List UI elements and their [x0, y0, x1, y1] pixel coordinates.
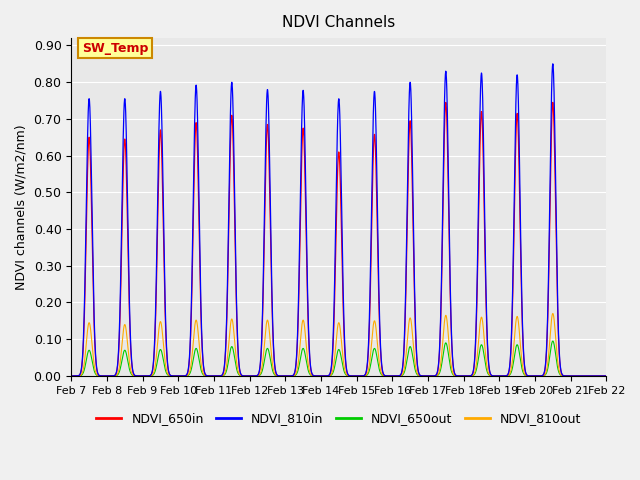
Line: NDVI_810out: NDVI_810out — [71, 313, 606, 376]
NDVI_810in — [273, 371, 280, 377]
Y-axis label: NDVI channels (W/m2/nm): NDVI channels (W/m2/nm) — [15, 124, 28, 290]
NDVI_810out — [296, 347, 303, 352]
Line: NDVI_650out: NDVI_650out — [71, 341, 606, 376]
NDVI_650in — [602, 373, 610, 379]
NDVI_810out — [602, 373, 610, 379]
NDVI_650out — [592, 373, 600, 379]
NDVI_650in — [592, 373, 600, 379]
Text: SW_Temp: SW_Temp — [82, 42, 148, 55]
Line: NDVI_810in: NDVI_810in — [71, 64, 606, 376]
NDVI_650out — [160, 361, 168, 367]
NDVI_810out — [592, 373, 600, 379]
NDVI_650in — [273, 371, 280, 377]
NDVI_810out — [160, 348, 168, 354]
NDVI_810out — [129, 372, 136, 377]
Title: NDVI Channels: NDVI Channels — [282, 15, 396, 30]
NDVI_650out — [549, 338, 557, 344]
NDVI_650in — [129, 366, 136, 372]
NDVI_650in — [549, 99, 557, 105]
NDVI_810in — [160, 244, 168, 250]
NDVI_810in — [549, 61, 557, 67]
NDVI_810out — [273, 372, 280, 378]
NDVI_650in — [534, 373, 542, 379]
NDVI_810in — [296, 238, 303, 244]
NDVI_650out — [273, 373, 280, 379]
NDVI_650in — [160, 262, 168, 268]
NDVI_650out — [602, 373, 610, 379]
Legend: NDVI_650in, NDVI_810in, NDVI_650out, NDVI_810out: NDVI_650in, NDVI_810in, NDVI_650out, NDV… — [92, 408, 586, 431]
NDVI_810in — [129, 364, 136, 370]
NDVI_810out — [67, 373, 75, 379]
NDVI_810in — [67, 373, 75, 379]
NDVI_650out — [129, 372, 136, 378]
NDVI_810out — [534, 373, 542, 379]
NDVI_650in — [296, 256, 303, 262]
NDVI_650in — [67, 373, 75, 379]
NDVI_810in — [592, 373, 600, 379]
NDVI_810in — [534, 373, 542, 379]
NDVI_650out — [296, 360, 303, 366]
Line: NDVI_650in: NDVI_650in — [71, 102, 606, 376]
NDVI_810in — [602, 373, 610, 379]
NDVI_810out — [549, 311, 557, 316]
NDVI_650out — [534, 373, 542, 379]
NDVI_650out — [67, 373, 75, 379]
